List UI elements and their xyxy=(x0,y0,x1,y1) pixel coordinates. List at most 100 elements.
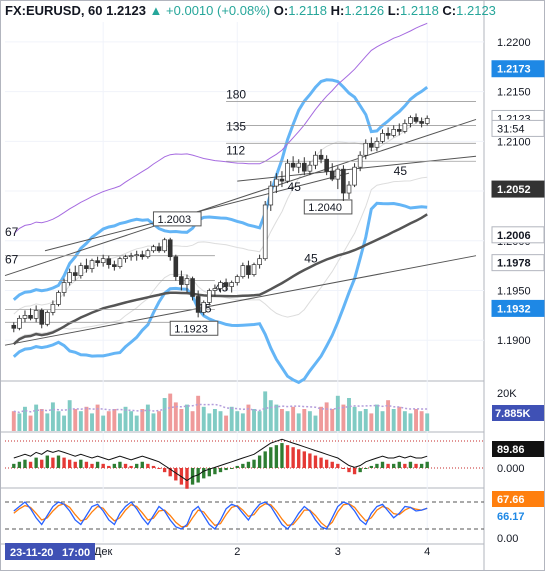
macd-histogram-bar xyxy=(23,459,27,468)
macd-histogram-bar xyxy=(79,459,83,468)
candle-up xyxy=(50,304,56,313)
candle-up xyxy=(145,250,151,258)
price-axis-badge xyxy=(491,299,545,317)
price-axis-badge xyxy=(491,226,545,244)
macd-histogram-bar xyxy=(313,455,318,468)
volume-bar xyxy=(374,404,379,431)
time-axis-tick: 4 xyxy=(424,546,430,558)
chart-header: FX:EURUSD, 60 1.2123 ▲ +0.0010 (+0.08%) … xyxy=(5,3,496,18)
volume-value-badge xyxy=(492,405,544,421)
volume-pane xyxy=(11,391,430,431)
candle-down xyxy=(28,315,33,319)
current-date-label: 23-11-20 xyxy=(10,547,53,559)
candle-up xyxy=(78,265,84,276)
volume-bar xyxy=(391,409,396,431)
candle-up xyxy=(218,282,223,289)
volume-bar xyxy=(212,409,217,431)
stochastic-value-badge xyxy=(492,508,544,524)
volume-bar xyxy=(56,411,61,431)
level-label: 67 xyxy=(5,253,19,267)
macd-histogram-bar xyxy=(168,468,172,477)
macd-histogram-bar xyxy=(297,449,301,468)
macd-histogram-bar xyxy=(347,468,351,473)
macd-histogram-bar xyxy=(229,468,234,469)
low-label: L: xyxy=(387,3,400,18)
volume-value-label: 7.885K xyxy=(495,408,531,420)
macd-histogram-bar xyxy=(291,447,295,468)
stochastic-value-badge xyxy=(492,491,544,507)
volume-bar xyxy=(34,404,39,431)
volume-bar xyxy=(324,402,329,431)
volume-bar xyxy=(240,413,245,431)
macd-histogram-bar xyxy=(90,463,94,468)
price-axis-badge-label: 31:54 xyxy=(497,123,525,135)
macd-histogram-bar xyxy=(414,463,418,468)
macd-value-badge xyxy=(492,441,544,457)
upper-envelope-line xyxy=(13,22,428,235)
volume-bar xyxy=(190,411,195,431)
volume-bar xyxy=(112,409,117,431)
candle-up xyxy=(313,154,318,166)
macd-histogram-bar xyxy=(62,457,66,468)
macd-histogram-bar xyxy=(364,468,368,469)
volume-bar xyxy=(358,411,363,431)
volume-bar xyxy=(397,406,402,431)
candle-down xyxy=(95,260,100,264)
macd-histogram-bar xyxy=(375,463,379,468)
candle-up xyxy=(67,272,72,283)
candle-down xyxy=(369,142,374,148)
macd-histogram-bar xyxy=(101,463,105,468)
volume-bar xyxy=(291,406,296,431)
price-axis-badge-label: 1.1978 xyxy=(497,258,531,270)
candle-up xyxy=(128,255,134,258)
volume-bar xyxy=(17,413,22,431)
candle-down xyxy=(156,246,162,252)
volume-bar xyxy=(140,409,145,431)
volume-bar xyxy=(201,406,206,431)
macd-histogram-bar xyxy=(84,461,89,468)
candle-up xyxy=(274,178,279,187)
price-axis-badge xyxy=(491,119,545,137)
candle-down xyxy=(39,310,45,325)
volume-bar xyxy=(162,398,167,431)
macd-histogram-bar xyxy=(202,468,206,479)
open-label: O: xyxy=(273,3,289,18)
macd-histogram-bar xyxy=(17,461,22,468)
price-change: ▲ +0.0010 (+0.08%) xyxy=(149,3,271,18)
volume-bar xyxy=(84,406,89,431)
macd-histogram-bar xyxy=(218,468,223,473)
macd-histogram-bar xyxy=(12,463,16,468)
candle-up xyxy=(61,282,67,293)
candle-up xyxy=(212,288,218,291)
candle-up xyxy=(234,276,240,283)
candle-down xyxy=(341,168,346,194)
candle-up xyxy=(45,312,50,325)
macd-histogram-bar xyxy=(246,461,251,468)
macd-histogram-bar xyxy=(319,457,323,468)
volume-bar xyxy=(263,391,268,431)
volume-bar xyxy=(179,409,184,431)
macd-histogram-bar xyxy=(51,457,55,468)
volume-bar xyxy=(319,406,324,431)
symbol-label[interactable]: FX:EURUSD, 60 xyxy=(5,3,103,18)
right-price-axis: 1.22001.21501.21001.20501.20001.19501.19… xyxy=(491,37,545,545)
price-axis-badge-label: 1.1932 xyxy=(497,303,531,315)
candle-down xyxy=(84,265,89,269)
level-label: 67 xyxy=(5,225,19,239)
level-label: 45 xyxy=(304,252,318,266)
volume-bar xyxy=(73,409,78,431)
macd-histogram-bar xyxy=(280,443,284,468)
candle-down xyxy=(106,258,112,265)
level-label: 135 xyxy=(226,119,246,133)
volume-bar xyxy=(129,411,134,431)
volume-bar xyxy=(196,395,201,431)
macd-histogram-bar xyxy=(408,461,413,468)
macd-histogram-bar xyxy=(274,445,279,468)
candle-up xyxy=(424,118,430,124)
volume-bar xyxy=(363,409,368,431)
candle-down xyxy=(223,282,229,287)
volume-bar xyxy=(302,409,307,431)
